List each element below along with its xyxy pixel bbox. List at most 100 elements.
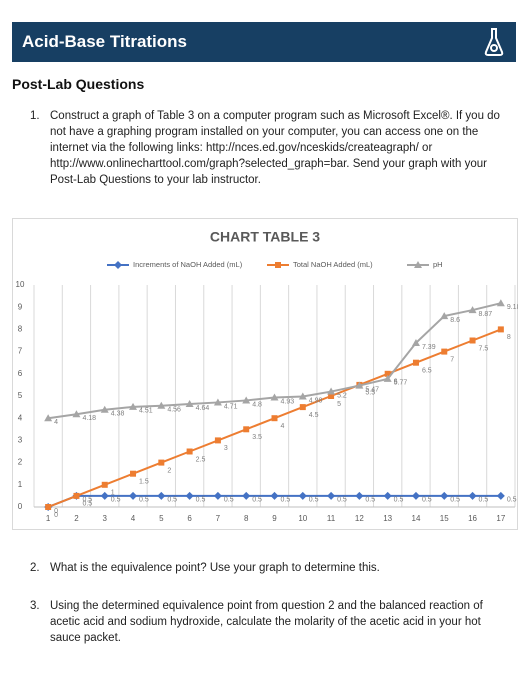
data-label: 5 — [337, 401, 341, 408]
data-point — [468, 491, 477, 500]
y-tick-label: 9 — [18, 302, 23, 311]
data-point — [299, 404, 306, 411]
data-label: 0.5 — [365, 497, 375, 504]
x-tick-label: 13 — [383, 514, 392, 523]
y-tick-label: 6 — [18, 369, 23, 378]
data-label: 0.5 — [167, 497, 177, 504]
y-tick-label: 1 — [18, 480, 23, 489]
data-point — [72, 410, 81, 418]
y-tick-label: 0 — [18, 502, 23, 511]
x-tick-label: 15 — [440, 514, 449, 523]
data-point — [214, 437, 221, 444]
x-tick-label: 9 — [272, 514, 277, 523]
data-label: 4.93 — [281, 398, 295, 405]
legend-label: Increments of NaOH Added (mL) — [133, 260, 243, 269]
data-point — [45, 504, 52, 510]
data-label: 0 — [54, 508, 58, 515]
data-point — [130, 470, 137, 477]
data-point — [355, 381, 364, 389]
data-point — [327, 387, 336, 395]
data-point — [327, 491, 336, 500]
data-label: 0.5 — [82, 501, 92, 508]
y-tick-label: 5 — [18, 391, 23, 400]
data-point — [101, 481, 108, 488]
data-point — [100, 491, 109, 500]
data-label: 4.18 — [82, 415, 96, 422]
data-label: 1 — [111, 490, 115, 497]
data-label: 4 — [281, 423, 285, 430]
flask-icon — [484, 28, 504, 56]
chart-container: CHART TABLE 3 0 1 2 3 4 5 6 7 8 9 10 1 2 3 4 5 6 7 8 9 10 11 1… — [12, 218, 521, 535]
question-number: 2. — [30, 562, 40, 574]
data-label: 8 — [507, 334, 511, 341]
x-tick-label: 17 — [496, 514, 505, 523]
data-point — [271, 415, 278, 422]
x-tick-label: 14 — [412, 514, 421, 523]
question-text: What is the equivalence point? Use your … — [50, 562, 380, 574]
data-label: 0.5 — [394, 497, 404, 504]
chart-border — [12, 218, 518, 530]
data-label: 0.5 — [337, 497, 347, 504]
data-label: 4 — [54, 419, 58, 426]
data-label: 5.2 — [337, 392, 347, 399]
data-point — [468, 306, 477, 314]
data-point — [158, 459, 165, 466]
data-label: 5.47 — [365, 386, 379, 393]
x-tick-label: 7 — [216, 514, 221, 523]
data-label: 0.5 — [507, 497, 517, 504]
section-title: Post-Lab Questions — [12, 76, 145, 92]
x-tick-label: 16 — [468, 514, 477, 523]
x-tick-label: 10 — [298, 514, 307, 523]
data-point — [469, 337, 476, 344]
y-tick-label: 2 — [18, 458, 23, 467]
data-label: 7 — [450, 356, 454, 363]
data-label: 4.8 — [252, 401, 262, 408]
y-tick-label: 4 — [18, 413, 23, 422]
data-point — [157, 401, 166, 409]
data-label: 0.5 — [309, 497, 319, 504]
question-text: Construct a graph of Table 3 on a comput… — [50, 110, 500, 186]
data-point — [44, 414, 53, 422]
data-point — [114, 261, 122, 269]
data-point — [441, 348, 448, 355]
y-tick-label: 8 — [18, 325, 23, 334]
data-point — [411, 491, 420, 500]
data-point — [355, 491, 364, 500]
data-label: 7.5 — [479, 345, 489, 352]
data-point — [384, 370, 391, 377]
data-label: 4.38 — [111, 411, 125, 418]
data-label: 1.5 — [139, 479, 149, 486]
data-point — [185, 491, 194, 500]
data-point — [157, 491, 166, 500]
data-point — [383, 491, 392, 500]
data-label: 0.5 — [111, 497, 121, 504]
x-tick-label: 4 — [131, 514, 136, 523]
data-point — [440, 312, 449, 320]
data-point — [298, 392, 307, 400]
data-label: 0.5 — [479, 497, 489, 504]
data-point — [242, 491, 251, 500]
data-point — [411, 338, 420, 346]
data-label: 0.5 — [422, 497, 432, 504]
y-tick-label: 10 — [16, 280, 25, 289]
x-tick-label: 11 — [327, 514, 336, 523]
header-title: Acid-Base Titrations — [22, 32, 188, 51]
data-label: 0.5 — [450, 497, 460, 504]
data-label: 0.5 — [224, 497, 234, 504]
data-label: 4.71 — [224, 403, 238, 410]
x-tick-label: 3 — [103, 514, 108, 523]
x-tick-label: 2 — [74, 514, 79, 523]
question-number: 1. — [30, 110, 40, 122]
data-point — [383, 374, 392, 382]
data-label: 0.5 — [82, 497, 92, 504]
data-label: 9.18 — [507, 304, 518, 311]
data-label: 4.56 — [167, 407, 181, 414]
data-label: 7.39 — [422, 344, 436, 351]
data-point — [412, 359, 419, 366]
data-label: 4.5 — [309, 412, 319, 419]
data-point — [275, 262, 281, 268]
x-tick-label: 6 — [187, 514, 192, 523]
header: Acid-Base Titrations — [12, 22, 516, 62]
data-point — [213, 491, 222, 500]
data-label: 6 — [394, 379, 398, 386]
